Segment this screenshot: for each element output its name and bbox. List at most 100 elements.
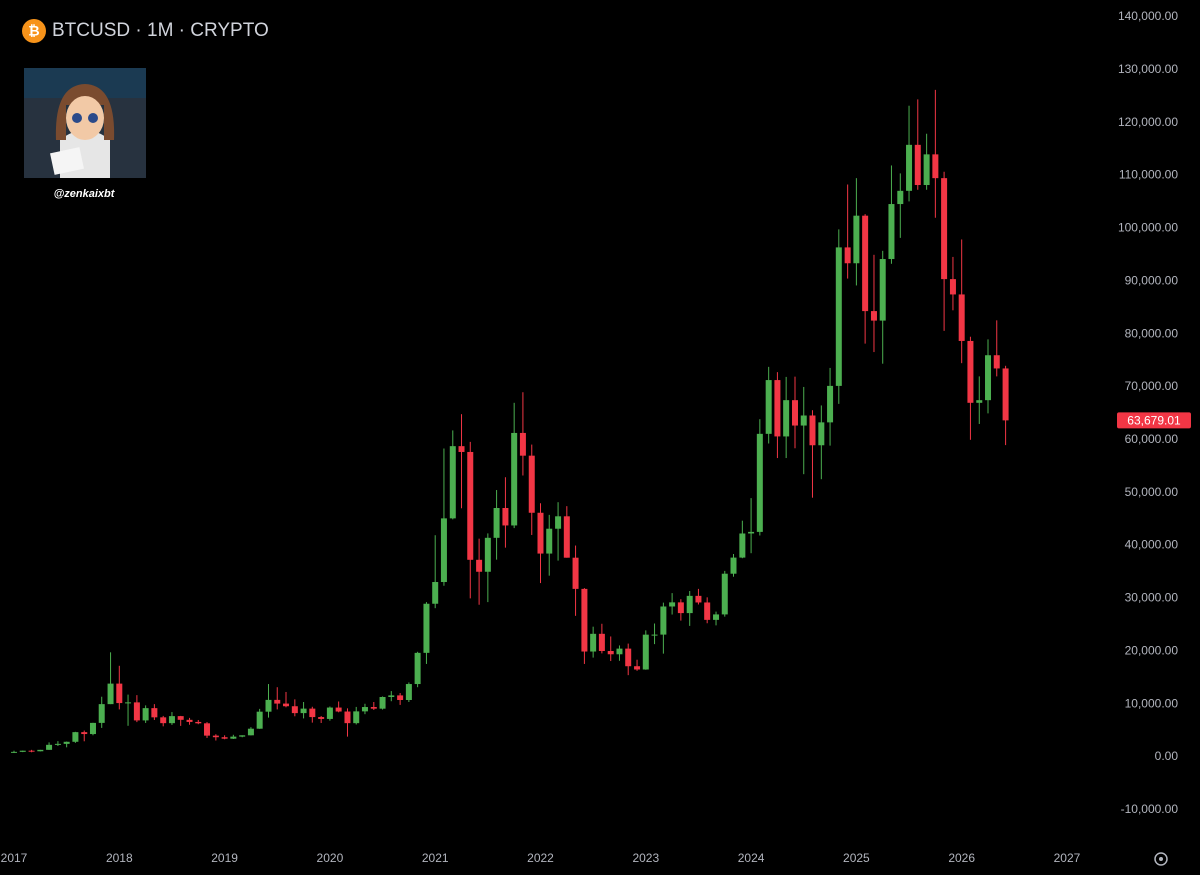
candle-body bbox=[204, 723, 211, 736]
candle-body bbox=[827, 385, 834, 423]
y-tick-label: 90,000.00 bbox=[1125, 273, 1179, 287]
candle-body bbox=[414, 652, 421, 685]
candle-body bbox=[142, 708, 149, 721]
candle-body bbox=[11, 751, 18, 753]
candle-body bbox=[89, 722, 96, 735]
candle-body bbox=[274, 699, 281, 704]
candle-body bbox=[932, 154, 939, 179]
candle-body bbox=[581, 588, 588, 652]
x-tick-label: 2019 bbox=[211, 851, 238, 865]
candle-body bbox=[721, 573, 728, 615]
candle-body bbox=[598, 633, 605, 651]
candle-body bbox=[634, 666, 641, 670]
candle-body bbox=[493, 508, 500, 538]
candle-body bbox=[335, 707, 342, 712]
y-tick-label: 10,000.00 bbox=[1125, 696, 1179, 710]
y-tick-label: 70,000.00 bbox=[1125, 379, 1179, 393]
y-tick-label: 20,000.00 bbox=[1125, 643, 1179, 657]
x-tick-label: 2022 bbox=[527, 851, 554, 865]
y-tick-label: 100,000.00 bbox=[1118, 221, 1178, 235]
candle-body bbox=[98, 704, 105, 723]
candle-body bbox=[739, 533, 746, 558]
last-price-label: 63,679.01 bbox=[1127, 414, 1181, 428]
candle-body bbox=[870, 311, 877, 321]
candle-body bbox=[344, 711, 351, 724]
candle-body bbox=[862, 215, 869, 312]
x-tick-label: 2024 bbox=[738, 851, 765, 865]
x-tick-label: 2025 bbox=[843, 851, 870, 865]
candle-body bbox=[291, 706, 298, 714]
candle-body bbox=[230, 736, 237, 739]
y-tick-label: -10,000.00 bbox=[1121, 802, 1179, 816]
candle-body bbox=[888, 204, 895, 260]
candle-body bbox=[318, 717, 325, 719]
candle-body bbox=[151, 708, 158, 718]
candle-body bbox=[476, 559, 483, 572]
candle-body bbox=[432, 582, 439, 604]
candle-body bbox=[704, 602, 711, 620]
candle-body bbox=[361, 707, 368, 712]
candle-body bbox=[677, 602, 684, 614]
candle-body bbox=[800, 415, 807, 426]
candle-body bbox=[405, 684, 412, 700]
candle-body bbox=[19, 750, 26, 752]
candle-body bbox=[116, 683, 123, 704]
candle-body bbox=[713, 614, 720, 620]
candle-body bbox=[46, 744, 53, 750]
y-tick-label: 120,000.00 bbox=[1118, 115, 1178, 129]
candle-body bbox=[379, 696, 386, 709]
candle-body bbox=[397, 695, 404, 700]
candle-body bbox=[256, 711, 263, 729]
candle-body bbox=[449, 446, 456, 519]
candle-body bbox=[72, 732, 79, 742]
y-tick-label: 0.00 bbox=[1155, 749, 1179, 763]
y-tick-label: 110,000.00 bbox=[1119, 168, 1178, 182]
candle-body bbox=[791, 400, 798, 426]
candle-body bbox=[511, 432, 518, 526]
candle-body bbox=[607, 650, 614, 655]
x-tick-label: 2027 bbox=[1054, 851, 1081, 865]
candle-body bbox=[660, 606, 667, 635]
settings-icon[interactable] bbox=[1154, 852, 1168, 866]
candle-body bbox=[572, 557, 579, 589]
candle-body bbox=[774, 380, 781, 437]
candle-body bbox=[107, 683, 114, 705]
candle-body bbox=[563, 516, 570, 558]
candle-body bbox=[247, 728, 254, 736]
x-tick-label: 2026 bbox=[948, 851, 975, 865]
candle-body bbox=[370, 707, 377, 709]
candle-body bbox=[168, 716, 175, 724]
candle-body bbox=[160, 717, 167, 724]
candle-body bbox=[546, 528, 553, 554]
candle-body bbox=[309, 708, 316, 718]
candle-body bbox=[976, 400, 983, 403]
candle-body bbox=[519, 432, 526, 456]
candle-body bbox=[239, 735, 246, 737]
candle-body bbox=[993, 355, 1000, 369]
candle-body bbox=[590, 633, 597, 652]
x-tick-label: 2020 bbox=[317, 851, 344, 865]
candle-body bbox=[195, 721, 202, 724]
candle-body bbox=[642, 634, 649, 670]
y-tick-label: 30,000.00 bbox=[1125, 591, 1179, 605]
candle-body bbox=[958, 294, 965, 341]
candle-body bbox=[300, 708, 307, 714]
candle-body bbox=[125, 702, 132, 704]
x-tick-label: 2017 bbox=[1, 851, 28, 865]
candle-body bbox=[1002, 368, 1009, 421]
candle-body bbox=[985, 355, 992, 401]
x-tick-label: 2023 bbox=[632, 851, 659, 865]
y-tick-label: 80,000.00 bbox=[1125, 326, 1179, 340]
candle-body bbox=[809, 415, 816, 446]
candle-body bbox=[923, 154, 930, 186]
candle-body bbox=[669, 602, 676, 607]
candle-body bbox=[440, 518, 447, 583]
candle-body bbox=[906, 144, 913, 191]
candle-body bbox=[537, 512, 544, 554]
x-tick-label: 2018 bbox=[106, 851, 133, 865]
candle-body bbox=[730, 557, 737, 574]
candle-body bbox=[748, 531, 755, 534]
